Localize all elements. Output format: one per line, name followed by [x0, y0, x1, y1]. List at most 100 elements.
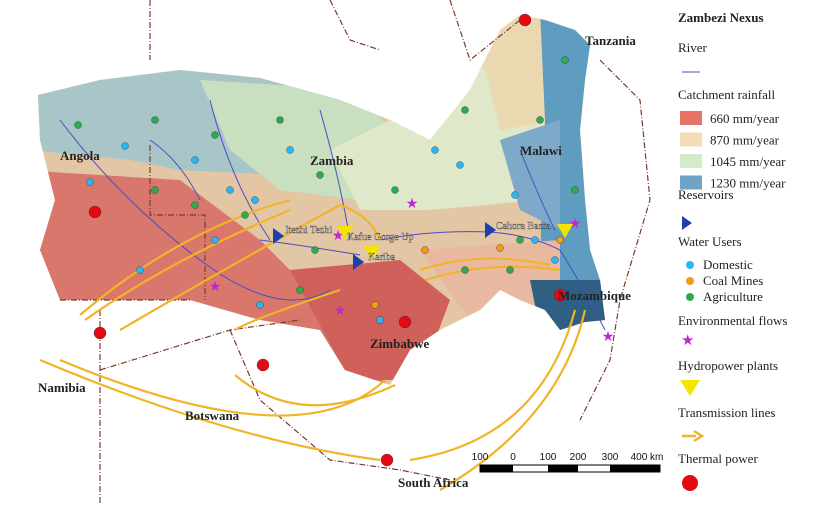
hydropower-plant	[364, 246, 380, 260]
domestic	[136, 266, 144, 274]
legend-heading: River	[678, 40, 708, 55]
environmental-flow: ★	[602, 330, 615, 345]
environmental-flow: ★	[334, 304, 347, 319]
transmission-line	[39, 358, 381, 462]
domestic	[191, 156, 199, 164]
legend-heading: Thermal power	[678, 451, 758, 466]
domestic	[86, 178, 94, 186]
transmission-line	[234, 374, 396, 407]
agriculture	[391, 186, 399, 194]
scale-seg	[480, 465, 513, 472]
agriculture	[151, 116, 159, 124]
country-label: South Africa	[398, 475, 469, 490]
legend-heading: Transmission lines	[678, 405, 775, 420]
legend-heading: Environmental flows	[678, 313, 787, 328]
border	[99, 319, 301, 371]
river	[379, 231, 606, 331]
legend-heading: Hydropower plants	[678, 358, 778, 373]
legend-symbol	[686, 293, 694, 301]
legend-item: 1045 mm/year	[710, 154, 786, 169]
legend-symbol	[693, 429, 705, 443]
coal-mine	[371, 301, 379, 309]
coal-mine	[421, 246, 429, 254]
domestic	[376, 316, 384, 324]
legend-item: 1230 mm/year	[710, 176, 786, 191]
transmission-line	[419, 257, 551, 272]
agriculture	[536, 116, 544, 124]
reservoir	[353, 254, 364, 270]
transmission-line	[119, 204, 341, 331]
country-label: Tanzania	[585, 33, 636, 48]
domestic	[431, 146, 439, 154]
transmission-line	[439, 309, 587, 491]
transmission-line	[84, 208, 291, 321]
transmission-line	[409, 309, 577, 462]
agriculture	[296, 286, 304, 294]
country-label: Angola	[60, 148, 100, 163]
thermal-power	[88, 205, 102, 219]
legend-swatch	[680, 175, 702, 190]
domestic	[456, 161, 464, 169]
legend-item: 870 mm/year	[710, 133, 780, 148]
coal-mine	[556, 236, 564, 244]
hydropower-plant	[557, 224, 573, 238]
legend-item: Domestic	[703, 257, 753, 272]
domestic	[121, 142, 129, 150]
domestic	[551, 256, 559, 264]
transmission-line	[234, 288, 341, 331]
legend-swatch	[680, 154, 702, 168]
legend-symbol	[686, 261, 694, 269]
domestic	[531, 236, 539, 244]
legend-heading: Reservoirs	[678, 187, 734, 202]
domestic	[226, 186, 234, 194]
country-label: Botswana	[185, 408, 240, 423]
thermal-power	[380, 453, 394, 467]
thermal-power	[518, 13, 532, 27]
legend-heading: Catchment rainfall	[678, 87, 775, 102]
legend-heading: Water Users	[678, 234, 742, 249]
agriculture	[241, 211, 249, 219]
legend: Zambezi Nexus River Catchment rainfall 660 …	[678, 10, 787, 491]
transmission-line	[424, 265, 561, 282]
agriculture	[74, 121, 82, 129]
environmental-flow: ★	[569, 217, 582, 232]
agriculture	[506, 266, 514, 274]
agriculture	[311, 246, 319, 254]
domestic	[211, 236, 219, 244]
place-label: Kariba	[368, 252, 396, 263]
agriculture	[191, 201, 199, 209]
hydropower-plant	[337, 226, 353, 240]
agriculture	[151, 186, 159, 194]
country-label: Namibia	[38, 380, 86, 395]
scale-seg	[548, 465, 578, 472]
river	[519, 149, 556, 231]
legend-item: 660 mm/year	[710, 111, 780, 126]
scale-label: 300	[602, 452, 619, 463]
legend-symbol	[680, 380, 700, 396]
reservoir	[273, 228, 284, 244]
border	[229, 329, 451, 481]
legend-symbol	[686, 277, 694, 285]
labels: Angola Zambia Malawi Tanzania Mozambique Zimb…	[38, 33, 663, 490]
river	[259, 239, 361, 256]
scale-label: 100	[540, 452, 557, 463]
place-label: Itezhi Tezhi	[285, 225, 332, 236]
scale-seg	[610, 465, 660, 472]
thermal-power	[256, 358, 270, 372]
border	[149, 145, 206, 300]
border	[449, 0, 521, 62]
scale-label: 400 km	[631, 452, 664, 463]
country-label: Zimbabwe	[370, 336, 429, 351]
thermal-power	[93, 326, 107, 340]
river	[209, 99, 271, 241]
legend-title: Zambezi Nexus	[678, 10, 764, 25]
scale-label: 100	[472, 452, 489, 463]
legend-symbol	[682, 475, 698, 491]
environmental-flow: ★	[406, 197, 419, 212]
agriculture	[516, 236, 524, 244]
thermal-power	[398, 315, 412, 329]
place-label: Kafue Gorge Up	[347, 232, 413, 243]
domestic	[286, 146, 294, 154]
environmental-flow: ★	[209, 280, 222, 295]
